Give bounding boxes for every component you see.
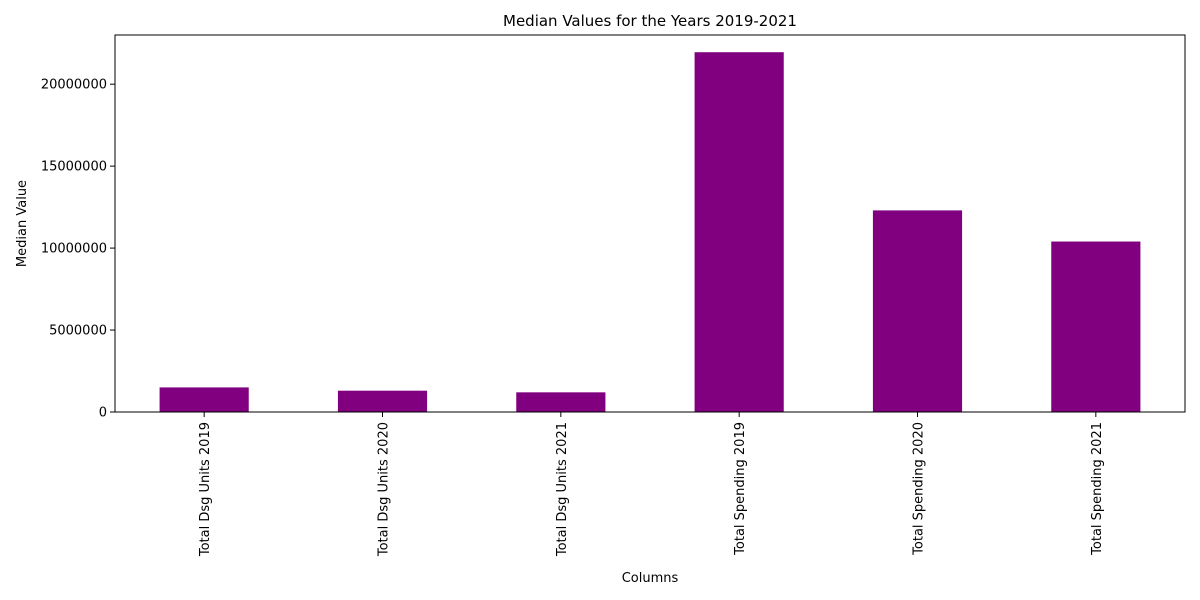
x-tick-label: Total Spending 2020 bbox=[912, 422, 927, 556]
x-axis-ticks: Total Dsg Units 2019 Total Dsg Units 2020… bbox=[198, 412, 1105, 557]
y-tick-label: 15000000 bbox=[41, 160, 107, 175]
bars-group bbox=[159, 52, 1141, 412]
y-tick-label: 5000000 bbox=[49, 324, 107, 339]
x-axis-label: Columns bbox=[622, 571, 679, 586]
x-tick-label: Total Spending 2019 bbox=[733, 422, 748, 556]
bar-1 bbox=[159, 387, 249, 412]
y-axis-ticks: 0 5000000 10000000 15000000 20000000 bbox=[41, 78, 115, 421]
bar-5 bbox=[872, 210, 963, 412]
bar-4 bbox=[694, 52, 784, 412]
bar-2 bbox=[337, 390, 428, 412]
x-tick-label: Total Dsg Units 2020 bbox=[377, 422, 392, 557]
chart-title: Median Values for the Years 2019-2021 bbox=[503, 12, 797, 30]
x-tick-label: Total Spending 2021 bbox=[1090, 422, 1105, 556]
y-tick-label: 0 bbox=[99, 406, 107, 421]
y-tick-label: 20000000 bbox=[41, 78, 107, 93]
x-tick-label: Total Dsg Units 2019 bbox=[198, 422, 213, 557]
plot-frame bbox=[114, 34, 1186, 413]
y-axis-label: Median Value bbox=[15, 180, 30, 267]
bar-6 bbox=[1051, 241, 1141, 412]
x-tick-label: Total Dsg Units 2021 bbox=[555, 422, 570, 557]
bar-3 bbox=[516, 392, 606, 412]
y-tick-label: 10000000 bbox=[41, 242, 107, 257]
